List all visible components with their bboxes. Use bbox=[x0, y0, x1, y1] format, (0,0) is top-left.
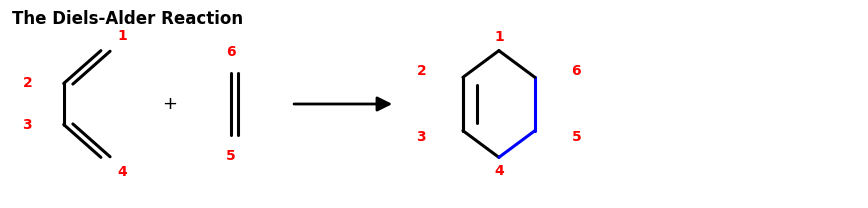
Text: 6: 6 bbox=[226, 45, 235, 59]
Text: 1: 1 bbox=[494, 30, 503, 44]
Text: 4: 4 bbox=[118, 165, 128, 179]
Text: 1: 1 bbox=[118, 29, 128, 43]
Text: 5: 5 bbox=[571, 130, 582, 144]
Text: +: + bbox=[162, 95, 178, 113]
Text: 3: 3 bbox=[23, 118, 32, 131]
Text: 2: 2 bbox=[417, 64, 426, 78]
Text: The Diels-Alder Reaction: The Diels-Alder Reaction bbox=[12, 10, 243, 28]
Text: 3: 3 bbox=[417, 130, 426, 144]
Text: 6: 6 bbox=[571, 64, 582, 78]
Text: 4: 4 bbox=[494, 164, 503, 178]
Text: 2: 2 bbox=[23, 77, 32, 90]
Text: 5: 5 bbox=[226, 149, 235, 163]
